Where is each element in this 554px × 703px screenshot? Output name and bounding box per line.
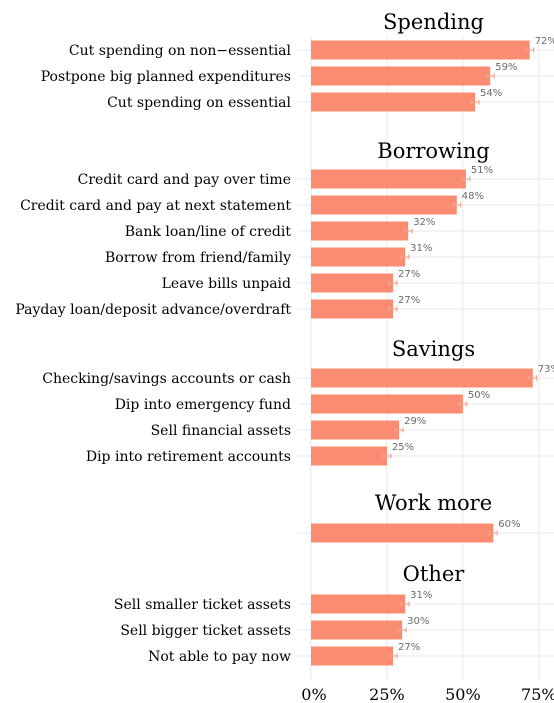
bar: [311, 299, 394, 319]
category-label: Borrow from friend/family: [105, 250, 291, 266]
data-label: 32%: [413, 217, 435, 228]
category-label: Leave bills unpaid: [162, 276, 291, 292]
x-tick-label: 25%: [369, 685, 405, 703]
data-label: 27%: [398, 269, 420, 280]
data-label: 50%: [468, 390, 490, 401]
panel-title: Work more: [375, 491, 492, 515]
category-label: Cut spending on non−essential: [69, 43, 292, 59]
data-label: 25%: [392, 442, 414, 453]
panel-title: Borrowing: [377, 139, 489, 163]
data-label: 73%: [538, 364, 554, 375]
category-label: Not able to pay now: [148, 649, 291, 665]
category-label: Sell bigger ticket assets: [120, 623, 291, 639]
bar: [311, 169, 466, 189]
category-label: Sell financial assets: [151, 423, 291, 439]
category-label: Postpone big planned expenditures: [41, 69, 291, 85]
bar: [311, 420, 400, 440]
x-tick-label: 75%: [521, 685, 554, 703]
bar: [311, 523, 494, 543]
data-label: 51%: [471, 165, 493, 176]
panel-title: Spending: [383, 10, 484, 34]
bar: [311, 446, 387, 466]
bar: [311, 92, 476, 112]
data-label: 31%: [410, 590, 432, 601]
bar: [311, 221, 409, 241]
category-label: Credit card and pay over time: [78, 172, 291, 188]
bar: [311, 368, 533, 388]
bar: [311, 273, 394, 293]
bar: [311, 40, 530, 60]
category-label: Sell smaller ticket assets: [114, 597, 291, 613]
data-label: 27%: [398, 642, 420, 653]
data-label: 59%: [495, 62, 517, 73]
bar: [311, 394, 463, 414]
data-label: 30%: [407, 616, 429, 627]
bar: [311, 646, 394, 666]
data-label: 60%: [498, 519, 520, 530]
panel-title: Other: [403, 562, 466, 586]
bar: [311, 66, 491, 86]
bar: [311, 594, 406, 614]
category-label: Checking/savings accounts or cash: [42, 371, 291, 387]
category-label: Dip into emergency fund: [115, 397, 291, 413]
bar: [311, 247, 406, 267]
data-label: 72%: [535, 36, 554, 47]
data-label: 31%: [410, 243, 432, 254]
panel-title: Savings: [392, 337, 475, 361]
category-label: Payday loan/deposit advance/overdraft: [15, 302, 291, 318]
x-tick-label: 50%: [445, 685, 481, 703]
category-label: Bank loan/line of credit: [125, 224, 292, 240]
data-label: 48%: [462, 191, 484, 202]
data-label: 27%: [398, 295, 420, 306]
x-tick-label: 0%: [301, 685, 326, 703]
data-label: 54%: [480, 88, 502, 99]
category-label: Cut spending on essential: [107, 95, 291, 111]
bar: [311, 620, 403, 640]
data-label: 29%: [404, 416, 426, 427]
category-label: Credit card and pay at next statement: [20, 198, 291, 214]
category-label: Dip into retirement accounts: [86, 449, 291, 465]
bar: [311, 195, 457, 215]
